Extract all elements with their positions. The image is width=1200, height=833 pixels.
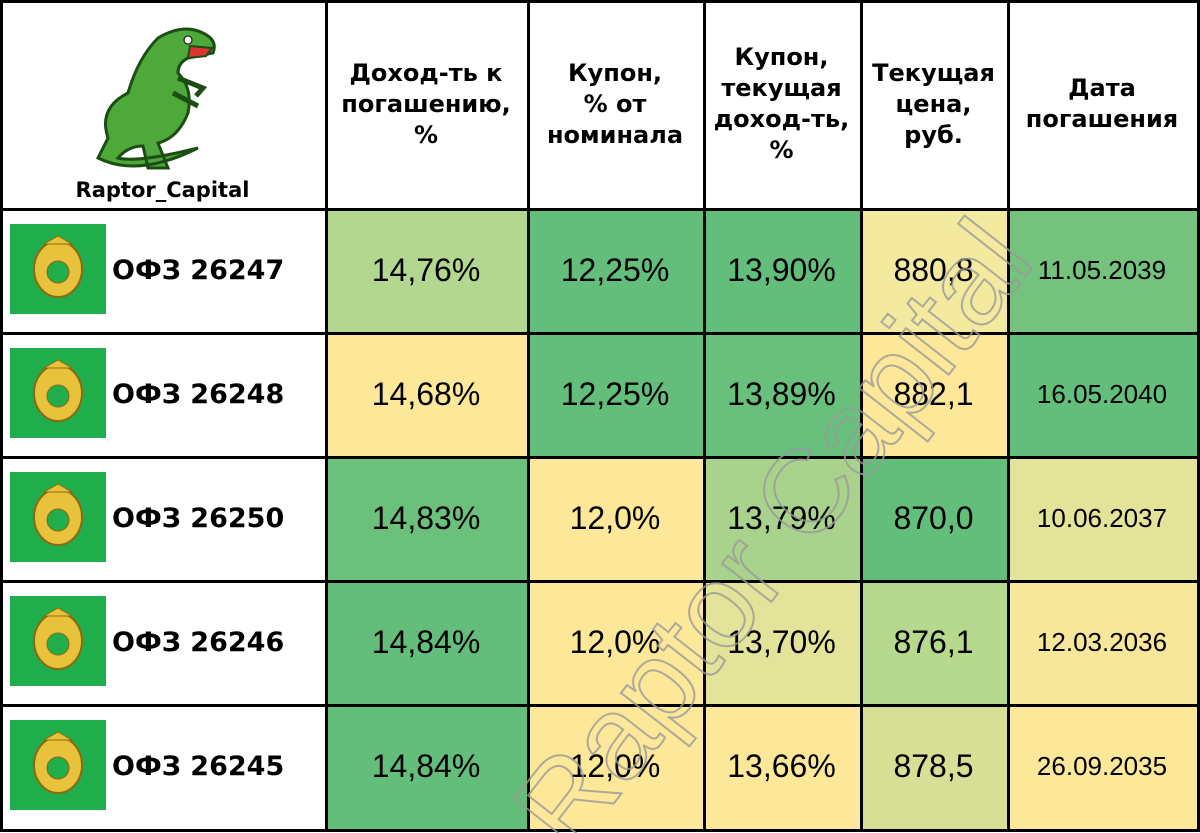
grid-line (0, 0, 3, 832)
bond-name: ОФЗ 26245 (112, 751, 285, 782)
raptor-logo (95, 27, 216, 170)
grid-line (703, 0, 706, 832)
value-cell: 14,68% (325, 332, 527, 456)
value-cell: 13,79% (703, 456, 860, 580)
value-cell: 12,0% (527, 704, 703, 829)
value-cell: 13,66% (703, 704, 860, 829)
grid-line (1197, 0, 1200, 832)
value-cell: 10.06.2037 (1007, 456, 1197, 580)
value-cell: 13,89% (703, 332, 860, 456)
value-cell: 878,5 (860, 704, 1007, 829)
grid-line (860, 0, 863, 832)
grid-line (0, 704, 1200, 707)
value-cell: 882,1 (860, 332, 1007, 456)
grid-line (1007, 0, 1010, 832)
grid-line (0, 332, 1200, 335)
value-cell: 880,8 (860, 208, 1007, 332)
grid-line (0, 0, 1200, 3)
header-cell: Дата погашения (1025, 74, 1179, 133)
grid-line (0, 208, 1200, 211)
ofz-icon (10, 224, 106, 314)
value-cell: 13,90% (703, 208, 860, 332)
value-cell: 12,0% (527, 580, 703, 704)
value-cell: 870,0 (860, 456, 1007, 580)
header-cell: Доход-ть к погашению, % (341, 58, 511, 149)
value-cell: 26.09.2035 (1007, 704, 1197, 829)
value-cell: 12,25% (527, 332, 703, 456)
grid-line (0, 829, 1200, 832)
logo-cell: Raptor_Capital (0, 0, 325, 208)
value-cell: 11.05.2039 (1007, 208, 1197, 332)
ofz-icon (10, 348, 106, 438)
grid-line (0, 456, 1200, 459)
grid-line (527, 0, 530, 832)
value-cell: 12.03.2036 (1007, 580, 1197, 704)
value-cell: 14,76% (325, 208, 527, 332)
ofz-icon (10, 720, 106, 810)
header-cell: Текущая цена, руб. (872, 58, 995, 149)
grid-line (325, 0, 328, 832)
ofz-icon (10, 596, 106, 686)
value-cell: 14,83% (325, 456, 527, 580)
bond-name: ОФЗ 26246 (112, 626, 285, 658)
value-cell: 876,1 (860, 580, 1007, 704)
value-cell: 16.05.2040 (1007, 332, 1197, 456)
header-cell: Купон, % от номинала (546, 58, 684, 149)
grid-line (0, 580, 1200, 583)
bond-name: ОФЗ 26247 (112, 254, 285, 286)
bond-name: ОФЗ 26250 (112, 502, 285, 534)
header-cell: Купон, текущая доход-ть, % (713, 43, 850, 164)
bond-name: ОФЗ 26248 (112, 378, 285, 410)
ofz-icon (10, 472, 106, 562)
logo-caption: Raptor_Capital (75, 178, 250, 202)
value-cell: 12,0% (527, 456, 703, 580)
value-cell: 13,70% (703, 580, 860, 704)
value-cell: 14,84% (325, 704, 527, 829)
value-cell: 14,84% (325, 580, 527, 704)
value-cell: 12,25% (527, 208, 703, 332)
